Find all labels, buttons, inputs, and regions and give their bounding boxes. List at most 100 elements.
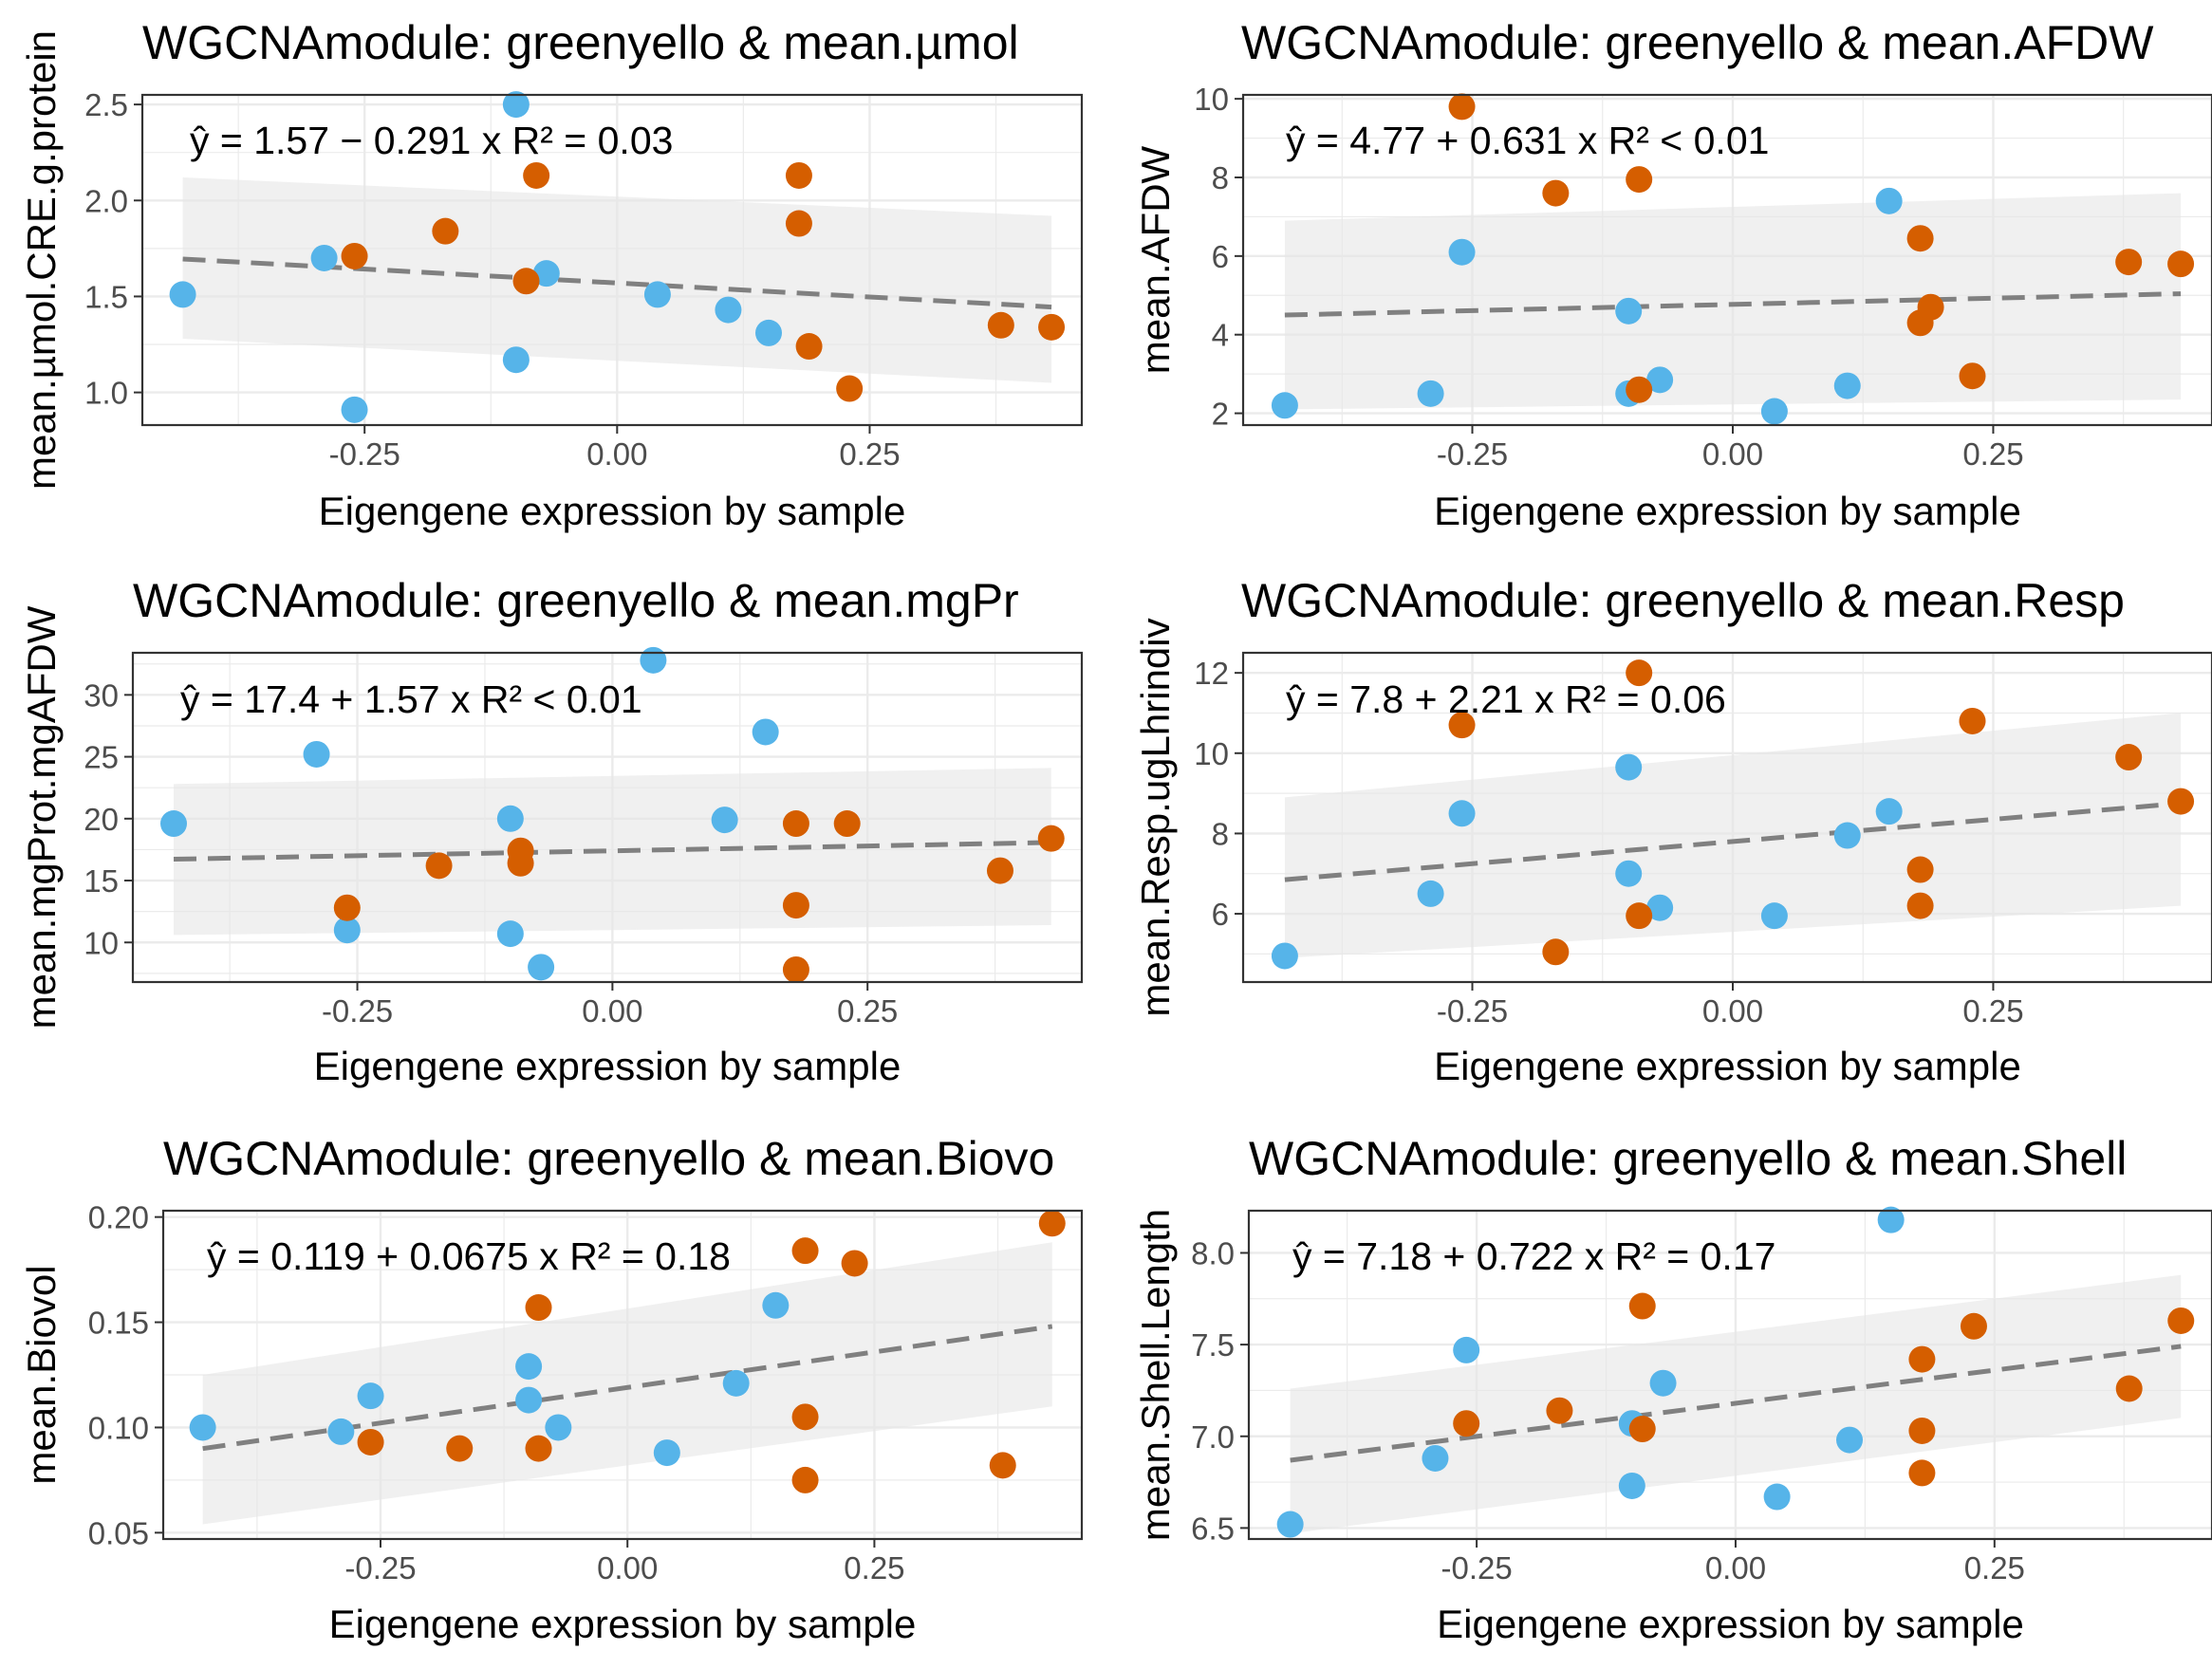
data-point-orange (341, 242, 368, 269)
x-tick-label: 0.25 (1962, 993, 2023, 1029)
data-point-orange (525, 1294, 552, 1322)
data-point-orange (1906, 225, 1934, 252)
data-point-orange (507, 849, 534, 877)
x-tick-label: -0.25 (1441, 1550, 1512, 1586)
y-tick-label: 4 (1212, 318, 1229, 353)
data-point-orange (986, 857, 1013, 884)
data-point-orange (1959, 707, 1986, 734)
data-point-blue (1271, 942, 1298, 970)
y-tick-label: 2.5 (84, 87, 128, 122)
y-tick-label: 12 (1194, 656, 1229, 691)
x-axis-label: Eigengene expression by sample (329, 1602, 917, 1646)
y-tick-label: 6 (1212, 897, 1229, 932)
confidence-ribbon (1284, 713, 2182, 958)
data-point-orange (782, 810, 809, 838)
data-point-blue (327, 1418, 355, 1445)
data-point-orange (785, 161, 812, 189)
data-point-blue (1422, 1444, 1449, 1472)
x-tick-label: -0.25 (329, 436, 400, 472)
data-point-blue (333, 917, 361, 944)
data-point-blue (1833, 822, 1861, 849)
data-point-blue (502, 346, 530, 374)
data-point-orange (1960, 1312, 1987, 1340)
data-point-blue (1271, 392, 1298, 419)
y-tick-label: 25 (84, 740, 119, 775)
y-axis-label: mean.AFDW (1133, 145, 1178, 374)
data-point-orange (2167, 250, 2195, 278)
data-point-orange (333, 894, 361, 921)
data-point-orange (1908, 1417, 1936, 1444)
y-tick-label: 2 (1212, 397, 1229, 432)
chart-title: WGCNAmodule: greenyello & mean.AFDW (1241, 16, 2154, 69)
data-point-blue (545, 1414, 572, 1441)
data-point-blue (1646, 894, 1674, 921)
y-tick-label: 10 (1194, 736, 1229, 771)
data-point-blue (1833, 372, 1861, 399)
data-point-orange (791, 1237, 819, 1265)
panel-3: ŷ = 17.4 + 1.57 x R² < 0.01 -0.25 0.00 0.25… (19, 574, 1084, 1088)
data-point-orange (1626, 376, 1653, 403)
data-point-blue (762, 1291, 790, 1319)
data-point-orange (432, 217, 459, 245)
y-tick-label: 1.0 (84, 376, 128, 411)
confidence-ribbon (182, 177, 1052, 383)
data-point-orange (841, 1250, 868, 1277)
data-point-orange (2115, 1375, 2143, 1402)
y-tick-label: 0.10 (88, 1410, 149, 1445)
data-point-orange (1542, 179, 1570, 207)
data-point-orange (357, 1428, 384, 1456)
x-tick-label: 0.00 (1705, 1550, 1766, 1586)
data-point-orange (1546, 1397, 1573, 1424)
y-axis-label: mean.µmol.CRE.g.protein (19, 30, 64, 490)
data-point-orange (1628, 1416, 1656, 1443)
x-tick-label: 0.25 (844, 1550, 904, 1586)
data-point-blue (711, 807, 738, 834)
data-point-blue (160, 810, 188, 838)
panel-border (140, 93, 1084, 427)
data-point-blue (496, 805, 524, 832)
data-point-blue (1618, 1472, 1645, 1499)
data-point-blue (1615, 860, 1643, 887)
data-point-blue (722, 1369, 750, 1397)
data-point-orange (987, 311, 1014, 339)
data-point-blue (1448, 800, 1476, 827)
data-point-blue (496, 920, 524, 948)
data-point-orange (1626, 166, 1653, 194)
panel-border (1241, 93, 2212, 427)
data-point-blue (357, 1382, 384, 1410)
regression-equation: ŷ = 4.77 + 0.631 x R² < 0.01 (1286, 119, 1769, 162)
chart-title: WGCNAmodule: greenyello & mean.Biovo (163, 1132, 1054, 1185)
y-axis-label: mean.Resp.ugLhrindiv (1133, 618, 1178, 1016)
x-tick-label: 0.25 (839, 436, 900, 472)
y-tick-label: 7.5 (1191, 1327, 1235, 1363)
panel-border (1241, 651, 2212, 984)
data-point-blue (515, 1386, 543, 1414)
data-point-orange (785, 210, 812, 237)
x-tick-label: -0.25 (322, 993, 393, 1029)
y-tick-label: 2.0 (84, 183, 128, 218)
y-tick-label: 8 (1212, 160, 1229, 195)
x-axis-label: Eigengene expression by sample (319, 489, 906, 533)
confidence-ribbon (174, 768, 1051, 936)
data-point-blue (532, 260, 560, 287)
y-tick-label: 1.5 (84, 279, 128, 314)
data-point-orange (1906, 856, 1934, 883)
y-tick-label: 6.5 (1191, 1511, 1235, 1546)
y-tick-label: 15 (84, 863, 119, 899)
data-point-orange (791, 1466, 819, 1493)
data-point-orange (1906, 892, 1934, 919)
y-tick-label: 10 (1194, 82, 1229, 117)
data-point-blue (1615, 753, 1643, 781)
data-point-orange (1453, 1410, 1480, 1437)
data-point-blue (1276, 1511, 1304, 1538)
x-axis-label: Eigengene expression by sample (1434, 489, 2021, 533)
data-point-blue (1760, 398, 1788, 425)
x-axis-label: Eigengene expression by sample (1437, 1602, 2024, 1646)
x-tick-label: 0.00 (597, 1550, 658, 1586)
x-tick-label: 0.00 (1702, 993, 1763, 1029)
data-point-orange (2167, 788, 2195, 815)
y-tick-label: 20 (84, 802, 119, 837)
panel-4: ŷ = 7.8 + 2.21 x R² = 0.06 -0.25 0.00 0.25 6… (1133, 574, 2212, 1088)
data-point-orange (836, 375, 864, 402)
data-point-orange (1917, 293, 1944, 321)
